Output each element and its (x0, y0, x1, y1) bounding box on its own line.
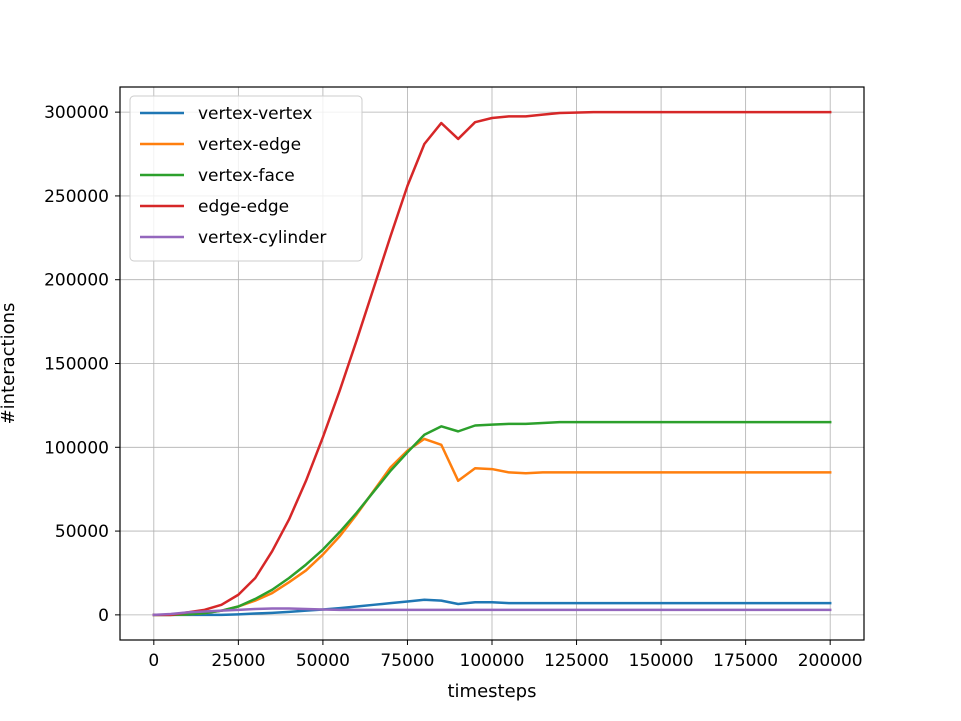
legend-label-edge-edge: edge-edge (198, 197, 289, 217)
y-tick-label: 50000 (55, 522, 109, 542)
axis-ticks: 0 25000 50000 75000 100000 125000 150000 175000… (44, 103, 863, 671)
y-tick-label: 300000 (44, 103, 109, 123)
series-lines (152, 110, 832, 617)
series-line-edge-edge (152, 110, 832, 617)
legend-label-vertex-edge: vertex-edge (198, 135, 301, 155)
y-tick-label: 100000 (44, 438, 109, 458)
series-line-vertex-face (152, 420, 832, 617)
y-tick-label: 250000 (44, 187, 109, 207)
y-axis-title: #interactions (0, 303, 19, 425)
x-tick-label: 150000 (629, 651, 694, 671)
series-line-vertex-vertex (152, 598, 832, 617)
legend-label-vertex-vertex: vertex-vertex (198, 104, 312, 124)
x-tick-label: 0 (148, 651, 159, 671)
legend: vertex-vertex vertex-edge vertex-face edge-… (129, 95, 363, 262)
x-tick-label: 100000 (460, 651, 525, 671)
x-tick-label: 175000 (713, 651, 778, 671)
x-tick-label: 75000 (380, 651, 434, 671)
legend-label-vertex-cylinder: vertex-cylinder (198, 228, 326, 248)
x-axis-title: timesteps (448, 681, 537, 702)
legend-label-vertex-face: vertex-face (198, 166, 295, 186)
x-tick-label: 25000 (211, 651, 265, 671)
x-tick-label: 50000 (296, 651, 350, 671)
y-tick-label: 150000 (44, 355, 109, 375)
x-tick-label: 200000 (798, 651, 863, 671)
y-tick-label: 200000 (44, 271, 109, 291)
y-tick-label: 0 (98, 606, 109, 626)
x-tick-label: 125000 (544, 651, 609, 671)
legend-box (129, 95, 363, 262)
series-line-vertex-cylinder (152, 607, 832, 617)
